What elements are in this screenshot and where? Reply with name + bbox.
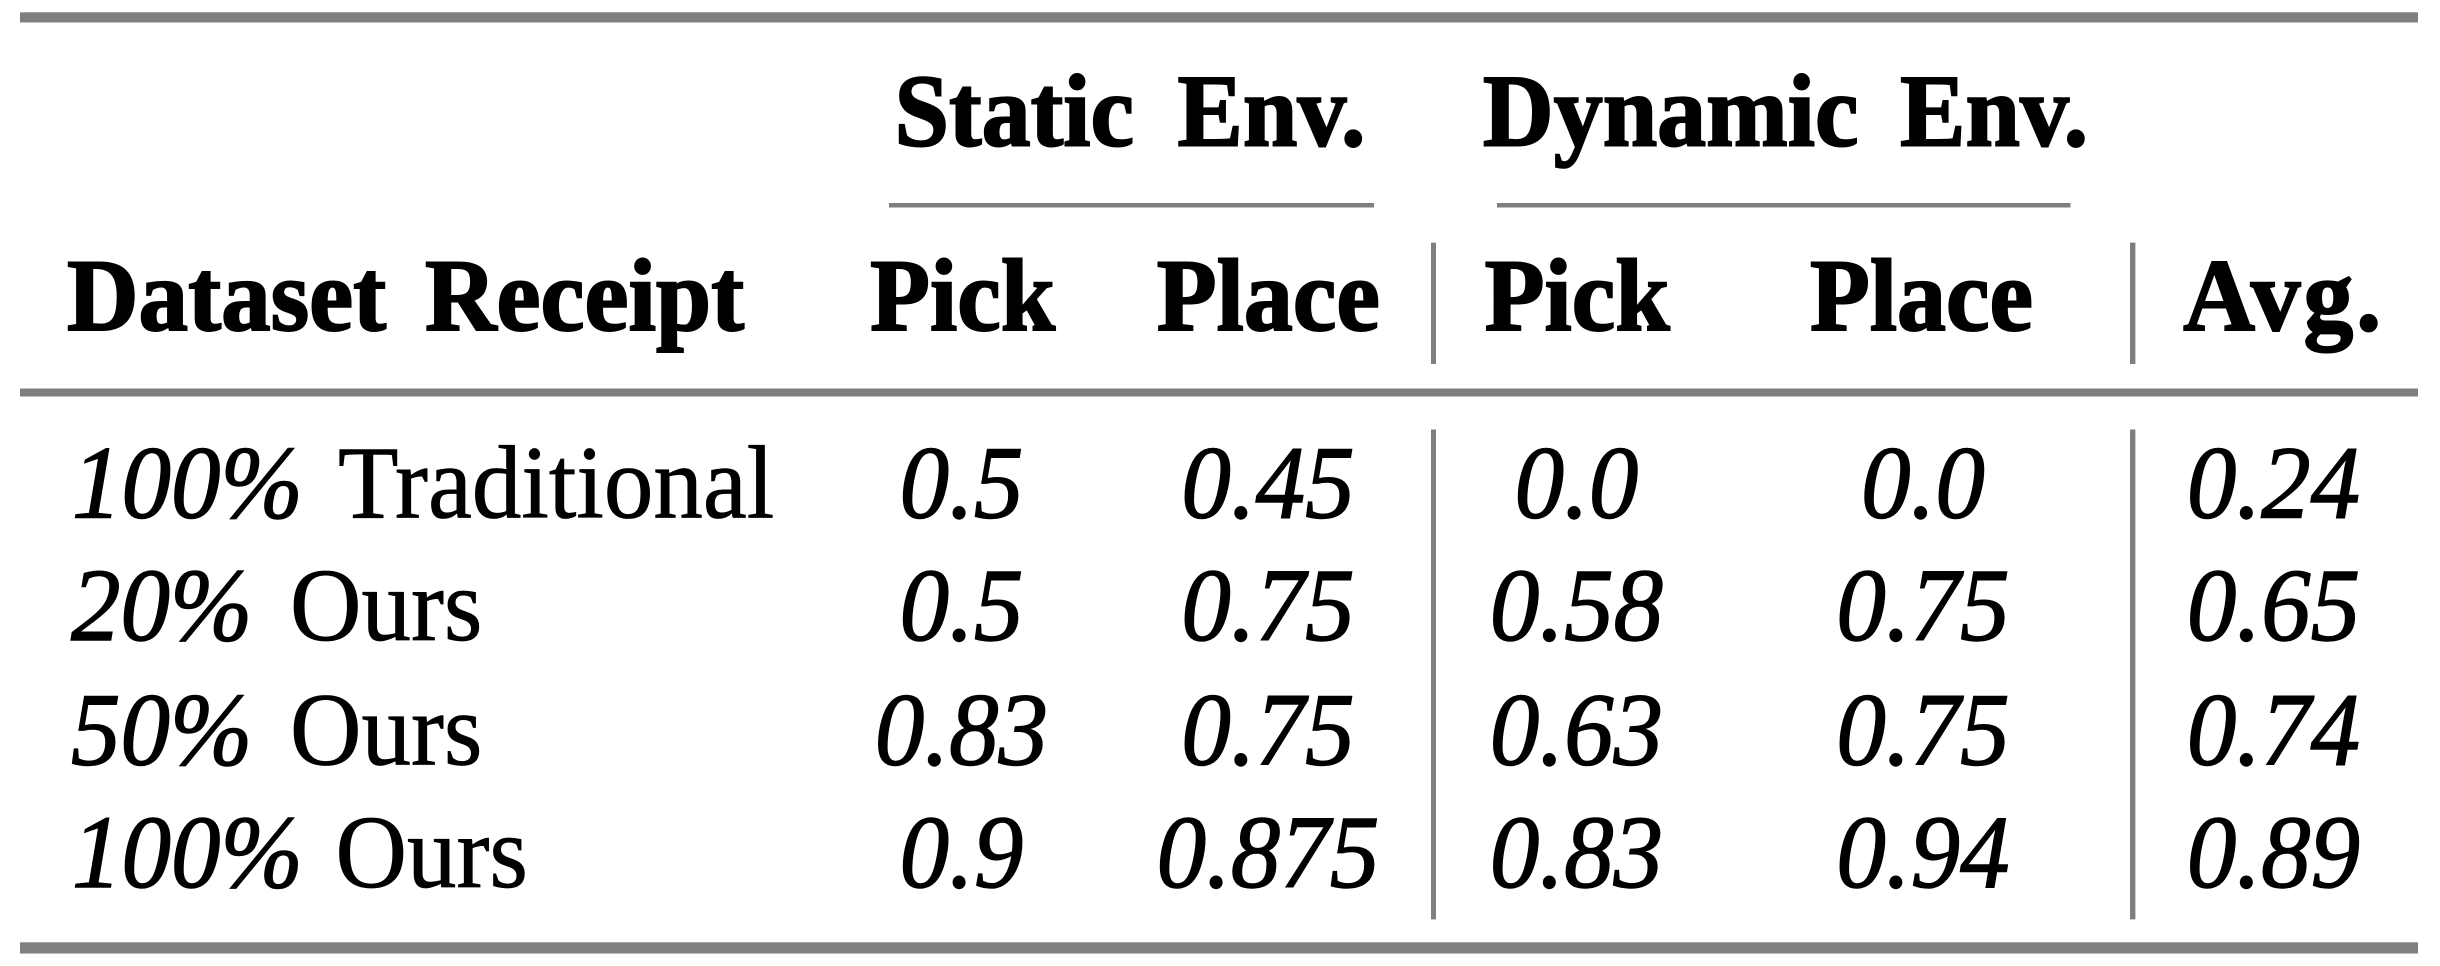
svg-text:0.58: 0.58 <box>1490 548 1663 663</box>
svg-text:0.83: 0.83 <box>875 672 1048 787</box>
svg-text:0.63: 0.63 <box>1490 672 1663 787</box>
svg-text:Place: Place <box>1810 238 2033 353</box>
svg-text:Pick: Pick <box>870 238 1055 353</box>
svg-text:0.75: 0.75 <box>1836 548 2009 663</box>
svg-text:Receipt: Receipt <box>425 238 744 352</box>
svg-text:0.5: 0.5 <box>900 548 1024 663</box>
svg-text:0.0: 0.0 <box>1515 425 1639 540</box>
svg-text:100%: 100% <box>72 425 303 540</box>
svg-text:100%: 100% <box>72 795 303 910</box>
svg-text:0.75: 0.75 <box>1181 548 1354 663</box>
svg-text:Static Env.: Static Env. <box>895 53 1366 168</box>
svg-text:0.74: 0.74 <box>2187 672 2360 787</box>
svg-text:0.75: 0.75 <box>1181 672 1354 787</box>
svg-text:0.45: 0.45 <box>1181 425 1354 540</box>
svg-text:0.94: 0.94 <box>1836 795 2009 910</box>
svg-text:0.65: 0.65 <box>2187 548 2360 663</box>
svg-text:50%: 50% <box>71 672 252 787</box>
svg-text:Avg.: Avg. <box>2183 238 2381 352</box>
svg-text:Pick: Pick <box>1485 238 1670 353</box>
svg-text:Dynamic Env.: Dynamic Env. <box>1483 53 2088 168</box>
svg-text:0.5: 0.5 <box>900 425 1024 540</box>
svg-text:Ours: Ours <box>336 795 528 910</box>
svg-text:0.89: 0.89 <box>2187 795 2360 910</box>
svg-text:0.83: 0.83 <box>1490 795 1663 910</box>
svg-text:Dataset: Dataset <box>67 238 386 352</box>
svg-text:Traditional: Traditional <box>338 425 774 540</box>
svg-text:0.875: 0.875 <box>1157 795 1380 910</box>
svg-text:Ours: Ours <box>290 672 482 787</box>
svg-text:0.0: 0.0 <box>1861 425 1985 540</box>
svg-text:Ours: Ours <box>290 548 482 663</box>
svg-text:0.9: 0.9 <box>900 795 1024 910</box>
svg-text:Place: Place <box>1157 238 1380 353</box>
svg-text:0.24: 0.24 <box>2187 425 2360 540</box>
svg-text:0.75: 0.75 <box>1836 672 2009 787</box>
svg-text:20%: 20% <box>71 548 252 663</box>
